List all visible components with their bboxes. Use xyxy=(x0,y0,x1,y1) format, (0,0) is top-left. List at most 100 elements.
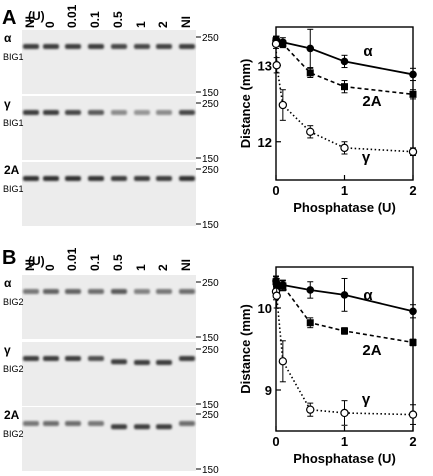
protein-band xyxy=(156,176,172,181)
data-point xyxy=(340,143,349,153)
data-point xyxy=(409,90,417,98)
panel-label: A xyxy=(2,7,16,29)
blot-protein-label: BIG2 xyxy=(3,429,24,439)
plot-frame xyxy=(275,26,414,181)
series-line xyxy=(275,43,414,153)
protein-band xyxy=(179,44,195,49)
marker-label: 250 xyxy=(202,99,219,110)
blot-subunit-label: α xyxy=(4,31,12,45)
y-tick-label: 9 xyxy=(265,383,272,398)
blot: α BIG1 250 150 xyxy=(3,30,219,99)
blot-subunit-label: γ xyxy=(4,343,11,357)
lane-label: 0.5 xyxy=(111,11,125,28)
data-point xyxy=(408,147,418,156)
protein-band xyxy=(65,176,81,181)
protein-band xyxy=(134,176,150,181)
protein-band xyxy=(179,289,195,294)
blot-subunit-label: 2A xyxy=(4,408,20,422)
x-tick-label: 0 xyxy=(272,434,279,449)
data-point xyxy=(340,291,349,299)
blot-protein-label: BIG2 xyxy=(3,364,24,374)
marker-label: 150 xyxy=(202,333,219,344)
data-point xyxy=(272,61,281,70)
protein-band xyxy=(23,176,39,181)
series-label: α xyxy=(363,287,373,304)
data-point xyxy=(409,70,417,79)
units-header: (U) xyxy=(28,9,45,23)
series-label: 2A xyxy=(362,342,381,359)
series-label: α xyxy=(363,43,373,60)
lane-label: NI xyxy=(179,16,193,28)
lane-label: 0.1 xyxy=(88,254,102,271)
data-point xyxy=(409,338,417,346)
protein-band xyxy=(65,356,81,361)
x-tick-label: 1 xyxy=(341,183,348,198)
data-point xyxy=(340,57,349,66)
lane-label: 0.01 xyxy=(65,4,79,28)
blot-membrane xyxy=(22,342,196,406)
data-point xyxy=(306,69,314,77)
panel-a: A (U) NI 0 0.01 0.1 0.5 1 2 NI αBIG1250150γBIG1… xyxy=(2,4,418,231)
marker-label: 150 xyxy=(202,465,219,476)
protein-band xyxy=(88,289,104,294)
data-point xyxy=(306,44,315,53)
lane-label: 0 xyxy=(43,21,57,28)
distance-chart: 0 1 2 9 10 Phosphatase (U) Distance (mm) α 2A γ xyxy=(238,266,418,466)
series: α xyxy=(272,275,417,319)
series-label: γ xyxy=(362,149,371,166)
protein-band xyxy=(111,424,127,430)
lane-label: 2 xyxy=(156,264,170,271)
protein-band xyxy=(88,421,104,426)
protein-band xyxy=(179,110,195,115)
blot-subunit-label: α xyxy=(4,276,12,290)
series-line xyxy=(275,281,414,344)
data-point xyxy=(306,319,314,327)
blot-membrane xyxy=(22,30,196,94)
blot-membrane xyxy=(22,96,196,160)
protein-band xyxy=(111,44,127,49)
protein-band xyxy=(156,360,172,365)
series-label: γ xyxy=(362,391,371,408)
data-point xyxy=(278,100,288,110)
marker-label: 250 xyxy=(202,345,219,356)
protein-band xyxy=(88,176,104,181)
protein-band xyxy=(134,424,150,430)
protein-band xyxy=(179,176,195,181)
series: 2A xyxy=(272,36,417,110)
data-point xyxy=(279,40,287,48)
marker-label: 150 xyxy=(202,400,219,411)
data-point xyxy=(271,39,281,49)
blot: α BIG2 250 150 xyxy=(3,275,219,344)
blot-membrane xyxy=(22,275,196,339)
protein-band xyxy=(156,289,172,294)
protein-band xyxy=(65,110,81,115)
lane-label: 0.01 xyxy=(65,247,79,271)
protein-band xyxy=(134,44,150,49)
protein-band xyxy=(88,356,104,361)
protein-band xyxy=(111,289,127,294)
protein-band xyxy=(88,44,104,49)
data-point xyxy=(272,291,281,300)
blot-membrane xyxy=(22,407,196,471)
data-point xyxy=(340,408,349,418)
protein-band xyxy=(111,110,127,115)
marker-label: 250 xyxy=(202,165,219,176)
marker-label: 250 xyxy=(202,278,219,289)
blot-membrane xyxy=(22,162,196,226)
data-point xyxy=(272,278,280,286)
protein-band xyxy=(43,110,59,115)
protein-band xyxy=(179,421,195,426)
protein-band xyxy=(156,110,172,115)
data-point xyxy=(306,405,315,414)
lane-label: NI xyxy=(23,16,37,28)
protein-band xyxy=(65,289,81,294)
lane-label: NI xyxy=(23,259,37,271)
protein-band xyxy=(134,360,150,365)
protein-band xyxy=(179,356,195,361)
data-point xyxy=(279,282,287,290)
marker-label: 250 xyxy=(202,33,219,44)
protein-band xyxy=(23,44,39,49)
protein-band xyxy=(88,110,104,115)
series-label: 2A xyxy=(362,93,381,110)
lane-label: 2 xyxy=(156,21,170,28)
